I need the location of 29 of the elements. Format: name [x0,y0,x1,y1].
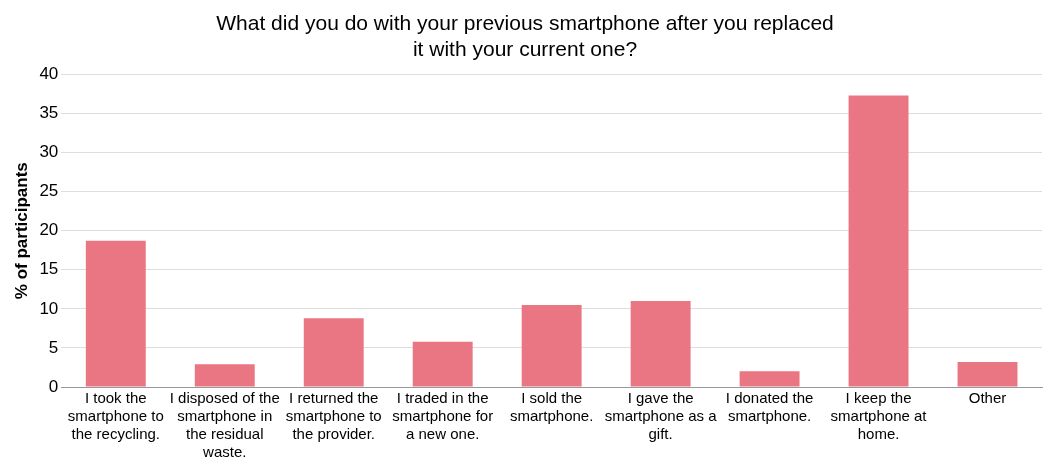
x-tick-label: I disposed of the smartphone in the residual waste. [169,389,280,461]
y-tick-label: 15 [39,259,59,279]
y-tick-label: 20 [39,220,59,240]
bar [85,240,146,387]
bar [194,364,255,387]
y-tick-label: 35 [39,103,59,123]
x-tick-label: Other [968,389,1007,407]
y-tick-label: 30 [39,142,59,162]
y-tick-label: 0 [48,376,59,396]
x-tick-label: I gave the smartphone as a gift. [604,389,718,443]
x-tick-label: I donated the smartphone. [725,389,814,425]
x-tick-label: I returned the smartphone to the provider. [285,389,382,443]
bar [630,301,691,387]
bar [412,341,473,387]
bar [848,95,909,387]
chart-title: What did you do with your previous smartphone after you replaced it with your current one? [216,11,834,60]
x-tick-label: I took the smartphone to the recycling. [67,389,164,443]
y-tick-label: 10 [39,298,59,318]
y-tick-label: 40 [39,64,59,84]
y-tick-label: 25 [39,181,59,201]
x-tick-label: I keep the smartphone at home. [830,389,928,443]
y-axis-title: % of participants [11,162,31,300]
bar [303,318,364,387]
x-tick-label: I traded in the smartphone for a new one. [392,389,494,443]
bar [957,361,1018,387]
y-tick-label: 5 [48,337,59,357]
bar [521,304,582,387]
x-tick-label: I sold the smartphone. [509,389,594,425]
bar [739,371,800,387]
